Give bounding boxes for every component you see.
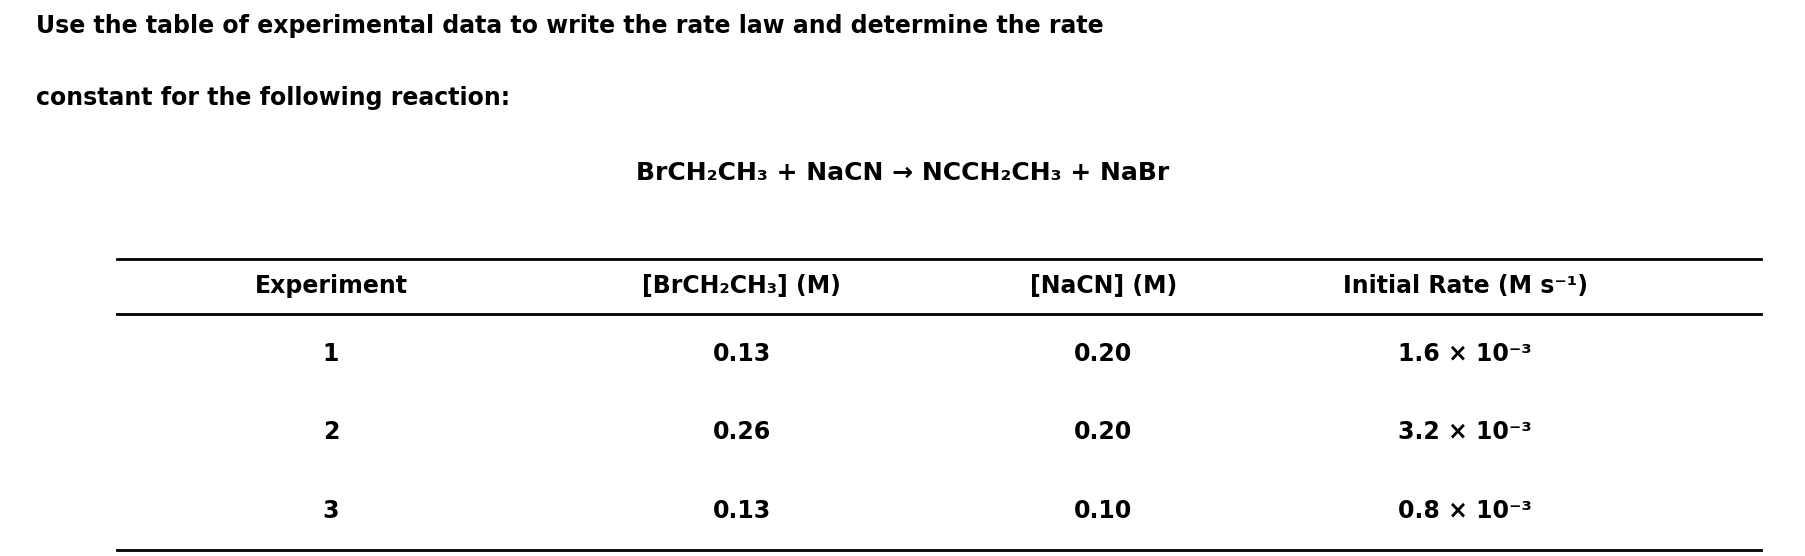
Text: [NaCN] (M): [NaCN] (M) bbox=[1029, 274, 1177, 299]
Text: 0.20: 0.20 bbox=[1074, 341, 1132, 365]
Text: 0.8 × 10⁻³: 0.8 × 10⁻³ bbox=[1397, 499, 1531, 523]
Text: constant for the following reaction:: constant for the following reaction: bbox=[36, 86, 511, 110]
Text: 1.6 × 10⁻³: 1.6 × 10⁻³ bbox=[1397, 341, 1531, 365]
Text: 3.2 × 10⁻³: 3.2 × 10⁻³ bbox=[1397, 420, 1531, 444]
Text: 1: 1 bbox=[323, 341, 339, 365]
Text: [BrCH₂CH₃] (M): [BrCH₂CH₃] (M) bbox=[643, 274, 841, 299]
Text: Experiment: Experiment bbox=[255, 274, 408, 299]
Text: Initial Rate (M s⁻¹): Initial Rate (M s⁻¹) bbox=[1341, 274, 1587, 299]
Text: 0.10: 0.10 bbox=[1074, 499, 1132, 523]
Text: BrCH₂CH₃ + NaCN → NCCH₂CH₃ + NaBr: BrCH₂CH₃ + NaCN → NCCH₂CH₃ + NaBr bbox=[635, 161, 1170, 185]
Text: 0.13: 0.13 bbox=[713, 499, 771, 523]
Text: Use the table of experimental data to write the rate law and determine the rate: Use the table of experimental data to wr… bbox=[36, 14, 1103, 38]
Text: 0.13: 0.13 bbox=[713, 341, 771, 365]
Text: 0.26: 0.26 bbox=[713, 420, 771, 444]
Text: 2: 2 bbox=[323, 420, 339, 444]
Text: 0.20: 0.20 bbox=[1074, 420, 1132, 444]
Text: 3: 3 bbox=[323, 499, 339, 523]
